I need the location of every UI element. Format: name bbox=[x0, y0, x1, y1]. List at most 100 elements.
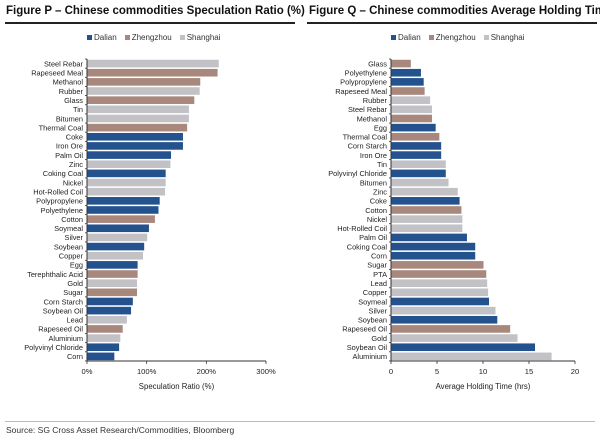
figure-q-bar bbox=[391, 325, 511, 333]
figure-p-category-label: Palm Oil bbox=[55, 151, 83, 160]
figure-q-x-tick-label: 5 bbox=[435, 367, 439, 376]
figure-p-category-label: Copper bbox=[59, 252, 84, 261]
figure-p-x-tick-label: 300% bbox=[256, 367, 276, 376]
figure-q-bar bbox=[391, 197, 460, 205]
figure-p-category-label: Coking Coal bbox=[43, 169, 84, 178]
figure-q-bar bbox=[391, 233, 467, 242]
figure-q-title-rule bbox=[307, 22, 597, 24]
figure-q-category-label: Corn bbox=[371, 252, 387, 261]
figure-q-category-label: Palm Oil bbox=[359, 233, 387, 242]
figure-p-bar bbox=[87, 197, 160, 205]
legend-swatch-shanghai bbox=[483, 35, 489, 40]
figure-q-bar bbox=[391, 59, 411, 68]
figure-p-bar bbox=[87, 105, 189, 114]
source-note: Source: SG Cross Asset Research/Commodit… bbox=[6, 425, 235, 435]
figure-q-x-tick-label: 10 bbox=[479, 367, 487, 376]
figure-q-category-label: Nickel bbox=[367, 215, 387, 224]
figure-p-title: Figure P – Chinese commodities Speculati… bbox=[6, 5, 305, 17]
figure-q-bar bbox=[391, 343, 536, 352]
figure-p-bar bbox=[87, 288, 138, 297]
figure-q-category-label: Copper bbox=[363, 288, 388, 297]
figure-q-bar bbox=[391, 297, 490, 306]
figure-q-category-label: Iron Ore bbox=[360, 151, 387, 160]
figure-p-bar bbox=[87, 215, 155, 223]
figure-q-category-label: Coke bbox=[370, 197, 387, 206]
figure-q-bar bbox=[391, 169, 446, 178]
legend-swatch-zhengzhou bbox=[124, 35, 130, 40]
figure-p-category-label: Soymeal bbox=[54, 224, 83, 233]
figure-p-bar bbox=[87, 206, 159, 214]
figure-q-bar bbox=[391, 288, 489, 297]
legend-item-zhengzhou: Zhengzhou bbox=[428, 33, 476, 42]
legend-label-shanghai: Shanghai bbox=[490, 33, 525, 42]
figure-q-title: Figure Q – Chinese commodities Average H… bbox=[309, 5, 600, 17]
figure-p-x-tick-label: 200% bbox=[197, 367, 217, 376]
figure-p-bar bbox=[87, 114, 189, 123]
figure-q-bar bbox=[391, 215, 463, 223]
figure-q-x-tick-label: 0 bbox=[389, 367, 393, 376]
legend-swatch-shanghai bbox=[179, 35, 185, 40]
figure-q-category-label: Rapeseed Oil bbox=[342, 325, 387, 334]
figure-q-category-label: Rapeseed Meal bbox=[335, 87, 387, 96]
figure-q-category-label: Hot-Rolled Coil bbox=[337, 224, 387, 233]
legend-label-zhengzhou: Zhengzhou bbox=[131, 33, 172, 42]
figure-p-bar bbox=[87, 123, 188, 132]
figure-q-category-label: Glass bbox=[368, 59, 387, 68]
figure-p-bar bbox=[87, 160, 171, 169]
legend-label-dalian: Dalian bbox=[398, 33, 421, 42]
figure-p-category-label: Methanol bbox=[53, 78, 84, 87]
figure-q-bar bbox=[391, 142, 442, 150]
figure-p-bar bbox=[87, 187, 166, 196]
legend-item-shanghai: Shanghai bbox=[179, 33, 221, 42]
figure-p-category-label: Steel Rebar bbox=[44, 59, 84, 68]
figure-q-category-label: Steel Rebar bbox=[348, 105, 388, 114]
figure-q-category-label: Aluminium bbox=[353, 352, 388, 361]
figure-p-category-label: Egg bbox=[70, 261, 83, 270]
figure-q-category-label: Rubber bbox=[363, 96, 388, 105]
figure-q-category-label: Polyethylene bbox=[345, 69, 387, 78]
figure-p-bar bbox=[87, 87, 200, 95]
figure-q-bar bbox=[391, 178, 449, 187]
figure-p-bar bbox=[87, 270, 138, 278]
figure-p-category-label: Rapeseed Meal bbox=[31, 69, 83, 78]
figure-q-category-label: Coking Coal bbox=[347, 242, 388, 251]
figure-p-bar bbox=[87, 279, 138, 287]
figure-p-category-label: Lead bbox=[67, 316, 83, 325]
figure-q-category-label: Egg bbox=[374, 123, 387, 132]
figure-q-bar bbox=[391, 151, 442, 159]
figure-q-bar bbox=[391, 206, 462, 214]
figure-q-category-label: Thermal Coal bbox=[343, 133, 388, 142]
figure-p-category-label: Soybean Oil bbox=[43, 306, 84, 315]
figure-q-bar bbox=[391, 96, 431, 104]
figure-p-category-label: Sugar bbox=[63, 288, 83, 297]
figure-p-bar bbox=[87, 224, 149, 233]
figure-p-category-label: Corn bbox=[67, 352, 83, 361]
source-divider bbox=[5, 421, 595, 422]
figure-p-category-label: Hot-Rolled Coil bbox=[33, 187, 83, 196]
figure-p-x-tick-label: 100% bbox=[137, 367, 157, 376]
figure-q-bar bbox=[391, 242, 476, 251]
legend-swatch-dalian bbox=[391, 35, 396, 40]
figure-p-bar bbox=[87, 352, 115, 361]
figure-p-bar bbox=[87, 178, 166, 187]
legend-swatch-dalian bbox=[87, 35, 92, 40]
figure-q-bar bbox=[391, 279, 488, 287]
figure-q-category-label: Zinc bbox=[373, 187, 387, 196]
figure-p-category-label: Polyethylene bbox=[41, 206, 83, 215]
figure-p-category-label: Silver bbox=[65, 233, 84, 242]
legend-label-dalian: Dalian bbox=[94, 33, 117, 42]
figure-p-bar bbox=[87, 68, 218, 77]
figure-p-category-label: Coke bbox=[66, 133, 83, 142]
figure-q-bar bbox=[391, 251, 476, 260]
figure-q-category-label: Sugar bbox=[367, 261, 387, 270]
figure-p-bar bbox=[87, 242, 145, 251]
figure-p-bar bbox=[87, 59, 219, 68]
figure-q-bar bbox=[391, 334, 518, 342]
figure-p-category-label: Iron Ore bbox=[56, 142, 83, 151]
figure-p-bar bbox=[87, 251, 143, 260]
figure-p-x-tick-label: 0% bbox=[82, 367, 93, 376]
figure-p-category-label: Gold bbox=[67, 279, 83, 288]
figure-p-category-label: Rapeseed Oil bbox=[38, 325, 83, 334]
figure-q-bar bbox=[391, 315, 498, 324]
figure-p-category-label: Soybean bbox=[54, 242, 83, 251]
